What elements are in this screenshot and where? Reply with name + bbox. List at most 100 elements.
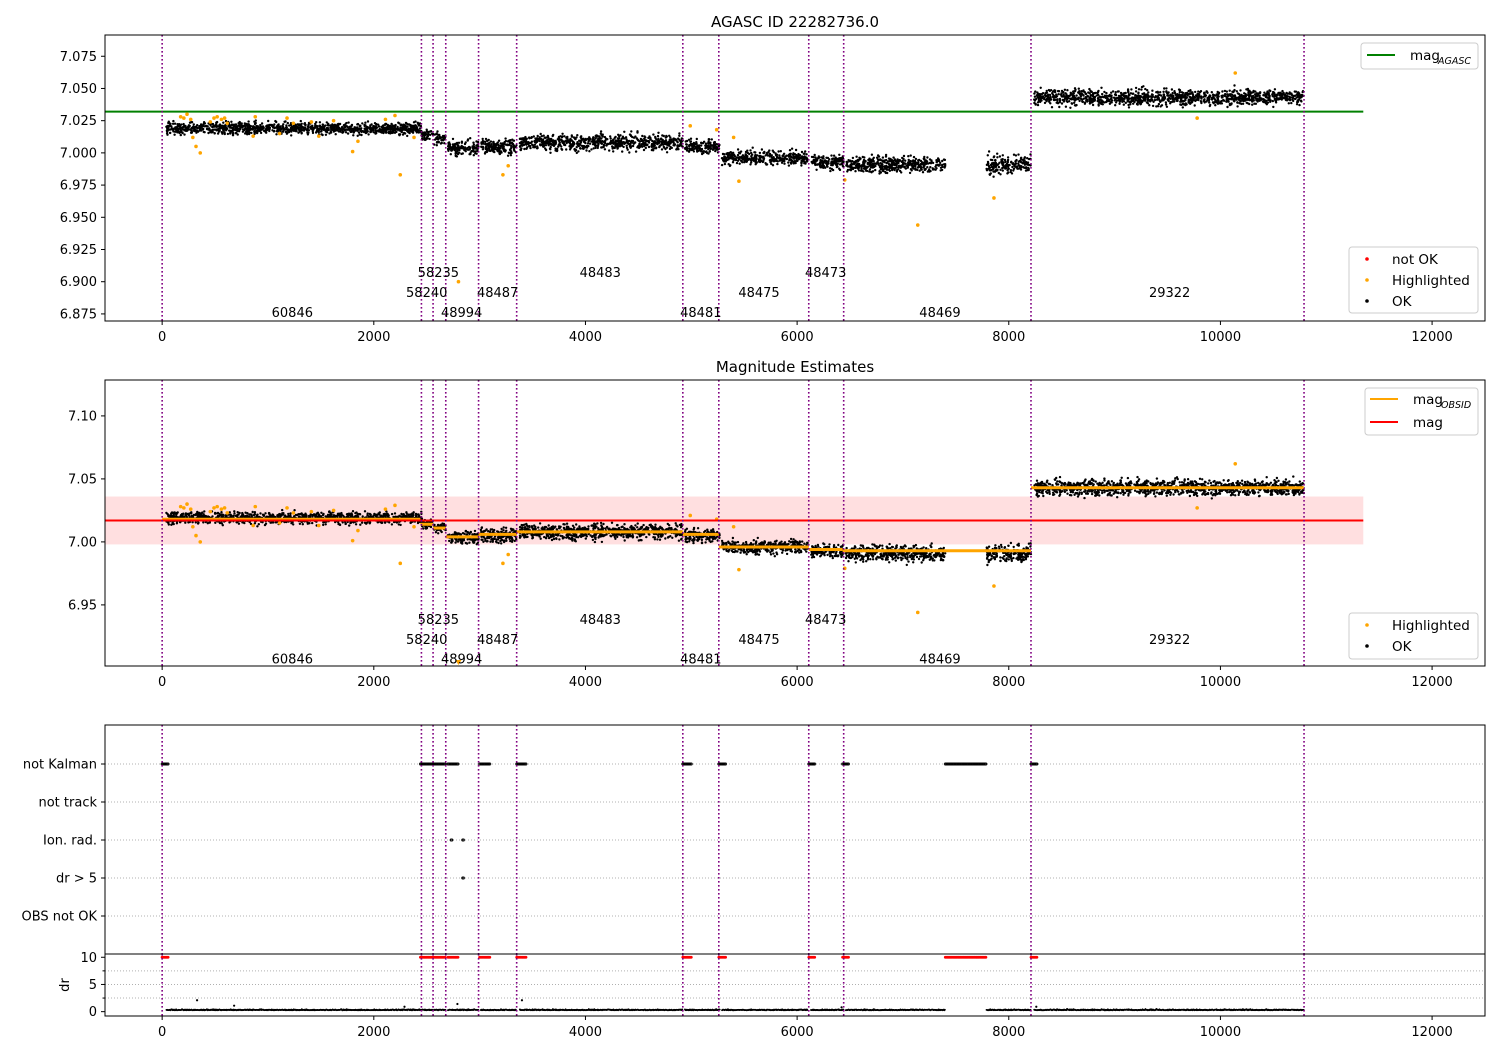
ok-point <box>687 147 691 150</box>
ok-point <box>1097 103 1100 106</box>
ok-point <box>991 158 994 162</box>
ok-point <box>892 163 896 166</box>
ok-point <box>348 125 351 128</box>
ok-point <box>202 124 205 128</box>
ok-point <box>829 169 832 173</box>
ok-point <box>172 119 175 123</box>
ok-point <box>749 149 752 152</box>
ok-point <box>1216 96 1219 99</box>
ok-point <box>1023 166 1026 169</box>
ok-point <box>1278 91 1281 95</box>
ok-point <box>538 143 542 146</box>
ok-point <box>992 156 995 159</box>
ok-point <box>1127 93 1131 96</box>
ok-point <box>1141 92 1144 96</box>
ok-point <box>879 165 882 168</box>
ok-point <box>646 143 649 146</box>
ok-point <box>997 165 1001 169</box>
ok-point <box>1225 90 1229 93</box>
ok-point <box>217 130 221 133</box>
ok-point <box>1160 94 1163 97</box>
ok-point <box>1074 104 1077 107</box>
ok-point <box>460 140 464 143</box>
ok-point <box>1173 90 1176 93</box>
ok-point <box>493 150 496 154</box>
ok-point <box>436 130 439 133</box>
ok-point <box>916 166 920 169</box>
ok-point <box>344 131 348 134</box>
highlighted-point <box>506 163 511 168</box>
ok-point <box>710 138 713 141</box>
ok-point <box>700 150 703 153</box>
ok-point <box>1195 98 1198 102</box>
ok-point <box>279 129 282 132</box>
ok-point <box>1218 101 1221 105</box>
ok-point <box>522 138 525 141</box>
ok-point <box>1171 97 1174 100</box>
highlighted-point <box>1195 116 1199 120</box>
highlighted-point <box>188 117 193 122</box>
ok-point <box>231 131 235 135</box>
ok-point <box>856 159 860 163</box>
ok-point <box>235 131 238 135</box>
ok-point <box>1151 95 1154 98</box>
ok-point <box>619 134 622 137</box>
ok-point <box>262 126 265 129</box>
ok-point <box>286 121 289 125</box>
highlighted-point <box>182 116 186 120</box>
ok-point <box>884 155 888 158</box>
agasc-magnitude-panel: AGASC ID 22282736.0608465823558240489944… <box>60 13 1486 345</box>
ok-point <box>585 144 589 148</box>
ok-point <box>460 152 463 156</box>
ok-point <box>1275 95 1278 98</box>
ok-point <box>1069 97 1073 100</box>
ok-point <box>926 170 930 173</box>
ok-point <box>188 121 192 124</box>
ok-point <box>1130 88 1133 91</box>
ok-point <box>652 133 655 136</box>
ok-point <box>352 129 355 132</box>
ok-point <box>600 146 603 149</box>
ok-point <box>1202 99 1206 103</box>
ok-point <box>1228 97 1231 101</box>
ok-point <box>940 168 944 172</box>
ok-point <box>588 136 591 139</box>
ok-point <box>417 129 420 132</box>
ok-point <box>1274 98 1278 102</box>
ok-point <box>1151 89 1154 92</box>
ok-point <box>177 127 180 131</box>
ok-point <box>874 168 877 172</box>
ok-point <box>1024 169 1028 172</box>
ok-point <box>525 147 528 150</box>
ok-point <box>1146 98 1150 101</box>
ok-point <box>1220 102 1224 105</box>
ok-point <box>558 143 562 146</box>
highlighted-point <box>285 116 289 120</box>
ok-point <box>500 142 503 145</box>
ok-point <box>838 163 842 166</box>
ok-point <box>625 146 629 150</box>
ok-point <box>854 170 857 173</box>
ok-point <box>1026 157 1029 160</box>
ok-point <box>1230 97 1234 100</box>
ok-point <box>1216 90 1219 94</box>
ok-point <box>1058 105 1061 109</box>
ok-point <box>745 158 748 162</box>
ok-point <box>546 141 549 144</box>
ok-point <box>1265 92 1269 95</box>
ok-point <box>920 168 923 171</box>
ok-point <box>1121 100 1124 104</box>
ok-point <box>830 154 833 157</box>
ok-point <box>1199 100 1203 103</box>
ok-point <box>226 132 230 136</box>
ok-point <box>813 161 816 164</box>
ok-point <box>465 148 468 151</box>
ok-point <box>391 128 395 132</box>
ok-point <box>192 129 196 132</box>
ok-point <box>676 141 679 144</box>
highlighted-point <box>253 115 258 119</box>
ok-point <box>269 123 272 127</box>
ok-point <box>1239 94 1242 97</box>
ok-point <box>357 131 361 134</box>
ok-point <box>401 133 405 136</box>
